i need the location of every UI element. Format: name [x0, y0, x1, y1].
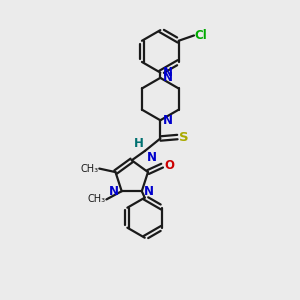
Text: S: S — [179, 130, 189, 143]
Text: N: N — [146, 152, 157, 164]
Text: O: O — [164, 159, 174, 172]
Text: N: N — [163, 66, 173, 79]
Text: H: H — [134, 137, 144, 150]
Text: N: N — [144, 185, 154, 198]
Text: CH₃: CH₃ — [87, 194, 105, 204]
Text: N: N — [163, 71, 173, 84]
Text: N: N — [163, 114, 173, 127]
Text: CH₃: CH₃ — [80, 164, 98, 174]
Text: N: N — [110, 185, 119, 198]
Text: Cl: Cl — [195, 29, 208, 42]
